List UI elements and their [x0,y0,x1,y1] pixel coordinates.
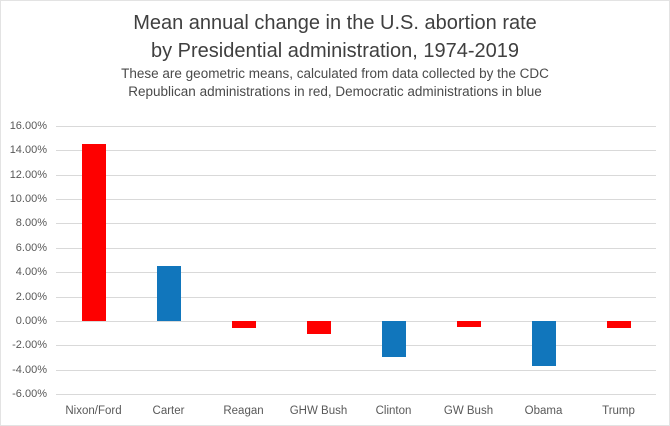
y-axis-tick-label: 16.00% [9,120,47,132]
y-axis-tick-label: 12.00% [9,168,47,181]
gridline [56,199,656,201]
bar-reagan [231,320,256,329]
y-axis: 16.00% 14.00% 12.00% 10.00% 8.00% 6.00% 4.00% 2… [1,120,47,400]
y-axis-tick-label: -6.00% [12,388,47,400]
plot-area [56,126,656,395]
chart-title-line-1: Mean annual change in the U.S. abortion … [133,12,537,34]
chart-header: Mean annual change in the U.S. abortion … [1,9,669,101]
x-axis-category-label: Clinton [375,405,412,417]
x-axis-category-label: Carter [152,405,185,417]
gridline [56,247,656,249]
bar-gw-bush [456,320,481,327]
gridline [56,345,656,347]
chart-title-line-2: by Presidential administration, 1974-201… [151,40,519,62]
x-axis: Nixon/Ford Carter Reagan GHW Bush Clinton GW … [56,402,656,422]
gridline [56,174,656,176]
bar-carter [156,266,181,321]
x-axis-category-label: GW Bush [443,405,494,417]
y-axis-tick-label: 14.00% [9,144,47,157]
y-axis-tick-label: 0.00% [15,314,47,327]
gridline [56,320,656,322]
bar-trump [606,320,631,329]
gridline [56,369,656,371]
bar-ghw-bush [306,320,331,335]
gridline [56,223,656,225]
gridline [56,296,656,298]
gridline [56,150,656,152]
gridline [56,394,656,395]
x-axis-category-label: Reagan [223,405,264,417]
gridline [56,126,656,127]
bar-nixon-ford [81,144,106,321]
y-axis-tick-label: -4.00% [12,363,47,376]
y-axis-tick-label: 2.00% [15,290,47,303]
y-axis-tick-label: 10.00% [9,193,47,206]
y-axis-tick-label: 6.00% [15,241,47,254]
bar-clinton [381,320,406,358]
bar-obama [531,320,556,366]
x-axis-category-label: Nixon/Ford [65,405,122,417]
y-axis-tick-label: -2.00% [12,339,47,352]
chart-subtitle-line-2: Republican administrations in red, Democ… [128,84,542,99]
gridline [56,272,656,274]
x-axis-category-label: Obama [524,405,563,417]
y-axis-tick-label: 8.00% [15,217,47,230]
x-axis-category-label: Trump [602,405,635,417]
y-axis-tick-label: 4.00% [15,266,47,279]
x-axis-category-label: GHW Bush [289,405,348,417]
chart-subtitle-line-1: These are geometric means, calculated fr… [121,66,549,81]
